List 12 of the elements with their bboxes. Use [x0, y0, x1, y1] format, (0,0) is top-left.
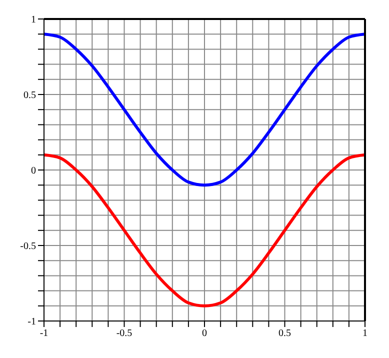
y-tick-label: -0.5	[20, 241, 36, 252]
y-tick-label: 0	[31, 166, 36, 177]
line-series	[44, 32, 365, 187]
x-tick-label: 1	[362, 328, 368, 340]
y-tick-label: 1	[31, 14, 36, 26]
x-tick-label: -1	[40, 328, 48, 340]
x-tick-label: 0.5	[278, 328, 291, 340]
y-tick-label: 0.5	[24, 90, 36, 102]
y-tick-label: -1	[28, 316, 36, 328]
x-tick-label: -0.5	[116, 328, 132, 340]
line-series	[44, 153, 365, 308]
x-tick-label: 0	[202, 328, 207, 340]
